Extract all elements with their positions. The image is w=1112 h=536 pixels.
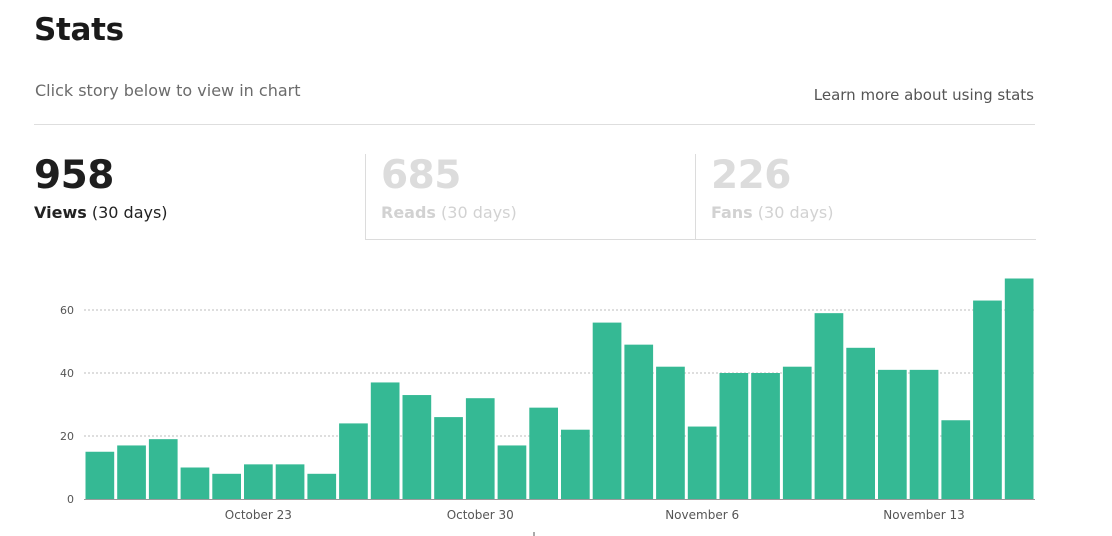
views-label-period: (30 days) [91,203,168,222]
chart-bar [1004,278,1034,499]
chart-bar [656,366,685,499]
x-tick-label: October 23 [225,508,292,522]
reads-count: 685 [381,153,461,198]
chart-bar [719,373,749,499]
tab-views[interactable]: 958 Views (30 days) [34,154,365,239]
chart-bar [244,464,273,499]
reads-label-name: Reads [381,203,436,222]
chart-bar [148,439,178,499]
views-count: 958 [34,153,114,198]
views-bar-chart: 0 20 40 60 October 23 October 30 November 6 Nov… [60,278,1035,536]
x-tick-label: November 13 [883,508,965,522]
chart-bar [592,322,622,499]
chart-bar [973,300,1002,499]
chart-hint-text: Click story below to view in chart [35,81,301,100]
fans-count: 226 [711,153,791,198]
chart-bar [180,467,210,499]
y-tick-label: 20 [60,430,74,443]
chart-bar [339,423,368,499]
chart-bar [529,407,558,499]
chart-bar [561,429,590,499]
header-divider [34,124,1035,125]
chart-bar [402,395,432,499]
views-label: Views (30 days) [34,203,168,222]
reads-label: Reads (30 days) [381,203,517,222]
tab-reads[interactable]: 685 Reads (30 days) [365,154,696,240]
chart-bar [941,420,971,499]
fans-label-period: (30 days) [757,203,834,222]
chart-bar [497,445,527,499]
chart-bar [370,382,400,499]
chart-bar [275,464,305,499]
y-tick-label: 0 [67,493,74,506]
chart-bar [212,473,241,499]
fans-label: Fans (30 days) [711,203,834,222]
views-label-name: Views [34,203,87,222]
learn-more-link[interactable]: Learn more about using stats [813,86,1034,104]
x-tick-label: October 30 [447,508,514,522]
chart-bar [85,451,115,499]
chart-bar [751,373,780,499]
chart-bar [878,369,907,499]
x-tick-label: November 6 [665,508,739,522]
chart-bar [687,426,717,499]
fans-label-name: Fans [711,203,753,222]
chart-bar [434,417,463,499]
reads-label-period: (30 days) [441,203,517,222]
page-title: Stats [34,12,124,48]
chart-bar [624,344,654,499]
chart-bar [782,366,812,499]
chart-bar [909,369,939,499]
chart-bar [307,473,337,499]
y-tick-label: 40 [60,367,74,380]
chart-bar [465,398,495,499]
tab-fans[interactable]: 226 Fans (30 days) [695,154,1036,240]
y-tick-label: 60 [60,304,74,317]
chart-bar [814,313,844,499]
stats-tabs: 958 Views (30 days) 685 Reads (30 days) … [34,154,1036,240]
chart-bar [117,445,146,499]
chart-bar [846,347,875,499]
